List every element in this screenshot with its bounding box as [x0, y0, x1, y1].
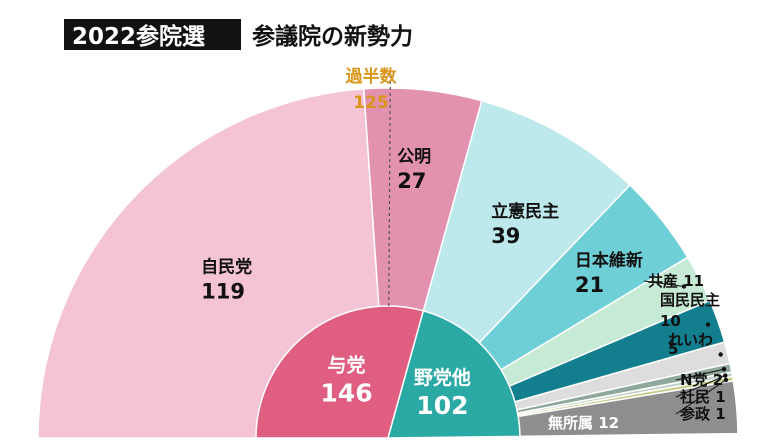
party-seats-6: 5	[668, 340, 678, 358]
header-tag-box	[64, 19, 241, 50]
majority-label: 過半数	[346, 66, 398, 87]
party-name-0: 自民党	[201, 256, 252, 277]
leader-line-9	[675, 379, 727, 415]
party-seats-3: 21	[575, 273, 604, 297]
party-name-2: 立憲民主	[491, 201, 559, 222]
chart-title: 参議院の新勢力	[252, 23, 413, 50]
bloc-seats-0: 146	[320, 378, 372, 407]
chart-header: 2022参院選 参議院の新勢力	[64, 19, 413, 50]
header-tag: 2022参院選	[72, 23, 205, 50]
leader-line-8	[675, 375, 726, 398]
party-name-5: 国民民主	[660, 291, 720, 309]
party-label-4: 共産 11	[648, 272, 704, 290]
party-seats-5: 10	[660, 312, 681, 330]
leader-lines	[643, 280, 729, 415]
party-label-9: 参政 1	[680, 405, 726, 423]
bloc-wedges	[255, 305, 521, 439]
leader-dot-5	[705, 322, 711, 327]
party-seats-0: 119	[201, 279, 245, 303]
bloc-seats-1: 102	[416, 391, 468, 420]
bloc-name-0: 与党	[327, 353, 365, 376]
party-name-3: 日本維新	[575, 250, 643, 271]
party-seats-1: 27	[397, 169, 426, 193]
majority-marker: 過半数 125	[346, 66, 398, 307]
leader-dot-6	[718, 352, 723, 357]
party-label-8: 社民 1	[679, 388, 726, 406]
leader-line-7	[675, 368, 725, 381]
party-label-10: 無所属 12	[548, 414, 619, 432]
majority-line	[388, 73, 391, 307]
leader-line-4	[643, 280, 685, 287]
majority-value: 125	[353, 93, 389, 113]
bloc-wedge-1	[387, 309, 521, 439]
leader-dot-8	[723, 373, 728, 378]
party-name-6: れいわ	[668, 331, 713, 349]
party-name-1: 公明	[397, 147, 431, 167]
bloc-wedge-0	[255, 305, 425, 439]
bloc-name-1: 野党他	[414, 366, 471, 389]
party-label-7: N党 2	[680, 371, 723, 389]
party-seats-2: 39	[491, 224, 520, 248]
